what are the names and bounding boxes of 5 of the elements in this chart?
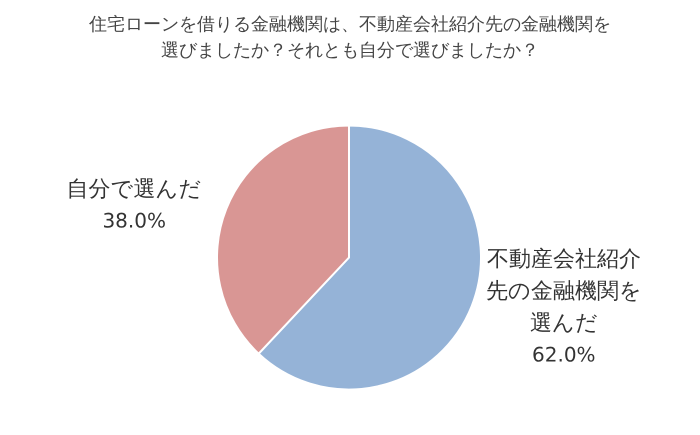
slice-label: 自分で選んだ [66,177,202,202]
data-label: 62.0% [532,342,596,367]
chart-title: 住宅ローンを借りる金融機関は、不動産会社紹介先の金融機関を選びましたか？それとも自分で選びましたか？ [88,13,612,63]
data-label: 38.0% [102,208,166,233]
slice-label: 不動産会社紹介先の金融機関を選んだ [486,247,642,336]
